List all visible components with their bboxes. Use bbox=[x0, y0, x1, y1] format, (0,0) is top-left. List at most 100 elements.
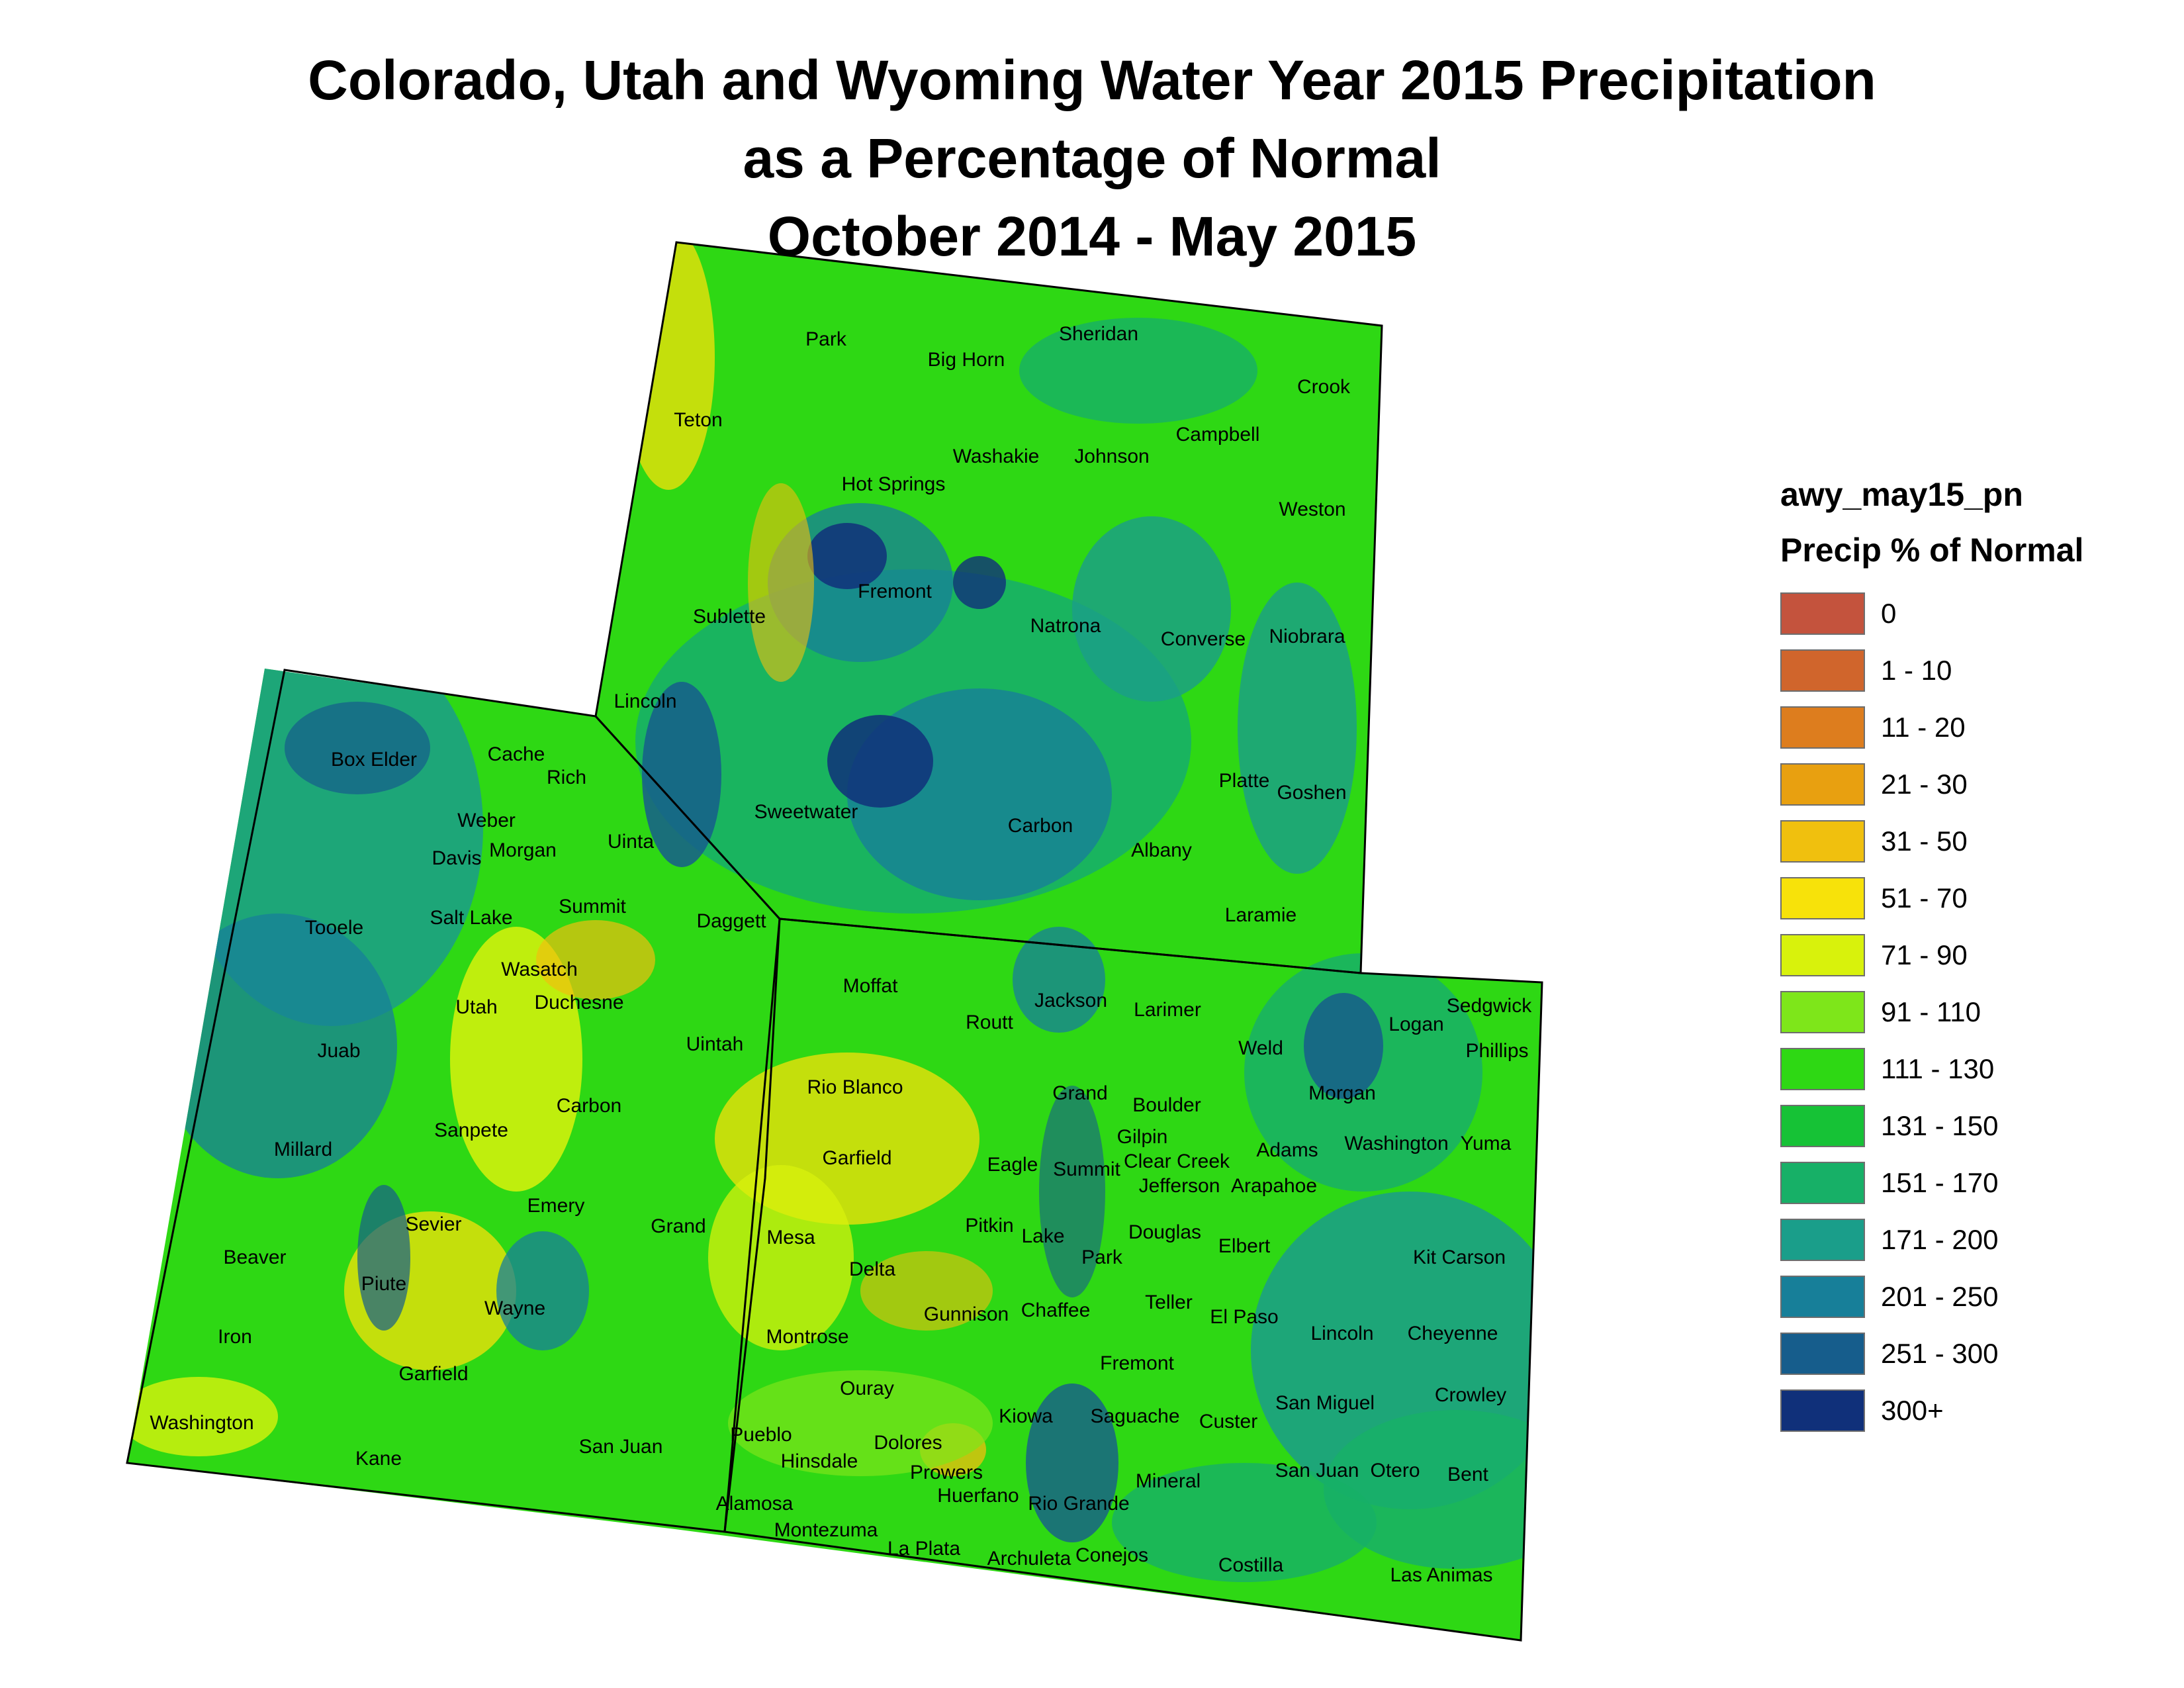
legend-label: 111 - 130 bbox=[1881, 1053, 1995, 1084]
legend-label: 21 - 30 bbox=[1881, 769, 1968, 800]
county-label: Sublette bbox=[692, 606, 766, 628]
county-label: Tooele bbox=[304, 917, 364, 939]
legend-swatch bbox=[1780, 1105, 1865, 1147]
state-boundaries bbox=[126, 241, 1543, 1642]
county-label: Summit bbox=[1053, 1158, 1120, 1180]
legend-swatch bbox=[1780, 706, 1865, 749]
county-label: Hot Springs bbox=[841, 473, 946, 495]
legend-row: 11 - 20 bbox=[1780, 699, 2151, 756]
legend: awy_may15_pn Precip % of Normal 0 1 - 10 1… bbox=[1780, 474, 2151, 1439]
county-label: Grand bbox=[1052, 1082, 1108, 1104]
legend-swatch bbox=[1780, 649, 1865, 692]
county-label: Daggett bbox=[696, 910, 766, 932]
legend-row: 51 - 70 bbox=[1780, 870, 2151, 927]
legend-swatch bbox=[1780, 1333, 1865, 1375]
county-label: Park bbox=[805, 328, 846, 350]
legend-row: 300+ bbox=[1780, 1382, 2151, 1439]
county-label: Iron bbox=[218, 1326, 252, 1348]
county-label: Moffat bbox=[842, 975, 898, 997]
county-label: Hinsdale bbox=[780, 1450, 858, 1472]
county-label: Duchesne bbox=[534, 992, 624, 1013]
legend-row: 31 - 50 bbox=[1780, 813, 2151, 870]
county-label: Teller bbox=[1145, 1291, 1193, 1313]
county-label: Wayne bbox=[484, 1297, 546, 1319]
county-label: Clear Creek bbox=[1123, 1150, 1230, 1172]
title-line-2: as a Percentage of Normal bbox=[743, 127, 1441, 189]
county-label: Bent bbox=[1447, 1464, 1488, 1485]
county-label: El Paso bbox=[1210, 1306, 1279, 1328]
legend-row: 201 - 250 bbox=[1780, 1268, 2151, 1325]
county-label: Beaver bbox=[223, 1246, 287, 1268]
county-label: Gilpin bbox=[1116, 1126, 1168, 1148]
legend-label: 1 - 10 bbox=[1881, 655, 1952, 686]
county-label: Garfield bbox=[398, 1363, 469, 1385]
county-label: Laramie bbox=[1224, 904, 1297, 926]
county-label: Albany bbox=[1131, 839, 1192, 861]
county-label: Rio Grande bbox=[1028, 1493, 1130, 1515]
county-label: Phillips bbox=[1465, 1040, 1529, 1062]
county-label: Washington bbox=[150, 1412, 254, 1434]
county-label: Box Elder bbox=[330, 749, 418, 771]
legend-row: 131 - 150 bbox=[1780, 1098, 2151, 1154]
legend-swatch bbox=[1780, 763, 1865, 806]
county-label: San Juan bbox=[1275, 1460, 1359, 1481]
county-label: Morgan bbox=[1308, 1082, 1376, 1104]
county-label: Douglas bbox=[1128, 1221, 1202, 1243]
county-label: Jackson bbox=[1034, 990, 1108, 1011]
county-label: Kit Carson bbox=[1412, 1246, 1506, 1268]
county-label: Boulder bbox=[1132, 1094, 1201, 1116]
legend-label: 11 - 20 bbox=[1881, 712, 1966, 743]
title-line-3: October 2014 - May 2015 bbox=[767, 205, 1417, 267]
county-label: Conejos bbox=[1075, 1544, 1149, 1566]
county-label: Logan bbox=[1388, 1013, 1444, 1035]
legend-label: 151 - 170 bbox=[1881, 1167, 1999, 1198]
legend-row: 0 bbox=[1780, 585, 2151, 642]
county-label: Sedgwick bbox=[1446, 995, 1532, 1017]
legend-row: 71 - 90 bbox=[1780, 927, 2151, 984]
county-label: Sheridan bbox=[1058, 323, 1139, 345]
county-label: Carbon bbox=[556, 1095, 622, 1117]
legend-swatch bbox=[1780, 934, 1865, 976]
precipitation-raster bbox=[127, 242, 1542, 1640]
county-label: Big Horn bbox=[927, 349, 1005, 371]
county-label: Eagle bbox=[987, 1154, 1038, 1176]
county-label: Crowley bbox=[1434, 1384, 1507, 1406]
county-label: Saguache bbox=[1090, 1405, 1180, 1427]
county-label: Utah bbox=[455, 996, 498, 1018]
county-label: Kane bbox=[355, 1448, 402, 1470]
county-label: Teton bbox=[674, 409, 723, 431]
legend-row: 171 - 200 bbox=[1780, 1211, 2151, 1268]
county-label: Pueblo bbox=[730, 1424, 792, 1446]
legend-label: 31 - 50 bbox=[1881, 825, 1968, 857]
county-label: Delta bbox=[848, 1258, 896, 1280]
legend-swatch bbox=[1780, 820, 1865, 863]
county-label: Uintah bbox=[686, 1033, 744, 1055]
county-label: Prowers bbox=[909, 1462, 983, 1483]
county-label: Piute bbox=[361, 1273, 407, 1295]
legend-swatch bbox=[1780, 1048, 1865, 1090]
county-label: Juab bbox=[317, 1040, 361, 1062]
legend-row: 151 - 170 bbox=[1780, 1154, 2151, 1211]
county-label: Lincoln bbox=[1310, 1323, 1374, 1344]
county-label: Montezuma bbox=[774, 1519, 878, 1541]
county-label: Lincoln bbox=[614, 690, 677, 712]
county-label: La Plata bbox=[887, 1538, 961, 1560]
county-label: Mesa bbox=[766, 1227, 815, 1248]
county-label: Jefferson bbox=[1138, 1175, 1220, 1197]
county-label: Goshen bbox=[1277, 782, 1347, 804]
county-label: Elbert bbox=[1218, 1235, 1271, 1257]
county-label: Salt Lake bbox=[430, 907, 513, 929]
county-label: Pitkin bbox=[965, 1215, 1014, 1237]
county-label: Archuleta bbox=[987, 1548, 1071, 1570]
county-label: Davis bbox=[432, 847, 482, 869]
legend-label: 131 - 150 bbox=[1881, 1110, 1999, 1141]
county-label: Garfield bbox=[822, 1147, 892, 1169]
legend-swatch bbox=[1780, 991, 1865, 1033]
county-label: Grand bbox=[651, 1215, 706, 1237]
county-label: Ouray bbox=[840, 1378, 894, 1399]
county-label: Natrona bbox=[1030, 615, 1101, 637]
county-label: Sevier bbox=[405, 1213, 462, 1235]
county-label: Niobrara bbox=[1269, 626, 1345, 647]
county-label: Las Animas bbox=[1390, 1564, 1493, 1586]
county-label: Fremont bbox=[858, 581, 932, 602]
